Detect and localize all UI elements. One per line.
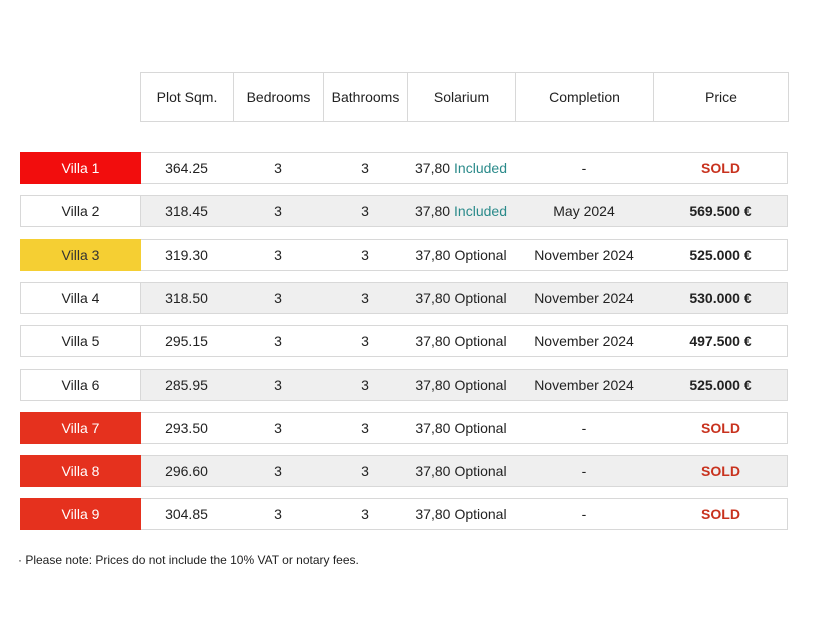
column-header: Completion — [515, 72, 654, 122]
solarium-size: 37,80 — [415, 419, 451, 436]
completion: November 2024 — [534, 289, 634, 306]
bathrooms: 3 — [361, 246, 369, 263]
bathrooms: 3 — [361, 160, 369, 176]
plot: 304.85 — [165, 506, 208, 523]
completion: November 2024 — [534, 333, 634, 350]
row-background — [140, 368, 788, 401]
bathrooms: 3 — [361, 463, 369, 480]
bedrooms: 3 — [274, 333, 282, 350]
solarium: 37,80 Included — [407, 152, 515, 184]
bathrooms: 3 — [361, 506, 369, 523]
bedrooms: 3 — [274, 506, 282, 523]
villa-name: Villa 2 — [20, 195, 141, 228]
solarium-size: 37,80 — [415, 203, 451, 220]
price: SOLD — [701, 419, 740, 436]
bathrooms: 3 — [361, 333, 369, 350]
plot: 364.25 — [165, 160, 208, 176]
completion: - — [581, 419, 587, 436]
solarium-option: Optional — [454, 463, 507, 480]
villa-name: Villa 3 — [20, 238, 141, 271]
bedrooms: 3 — [274, 203, 282, 220]
solarium-size: 37,80 — [415, 376, 451, 393]
row-background — [140, 152, 788, 184]
villa-name: Villa 7 — [20, 411, 141, 444]
plot: 296.60 — [165, 463, 208, 480]
solarium-option: Included — [454, 160, 507, 176]
bedrooms: 3 — [274, 246, 282, 263]
column-header: Bathrooms — [323, 72, 408, 122]
solarium: 37,80 Optional — [407, 498, 515, 530]
row-background — [140, 498, 788, 531]
row-background — [140, 411, 788, 444]
bathrooms: 3 — [361, 289, 369, 306]
column-header: Plot Sqm. — [140, 72, 234, 122]
row-background — [140, 325, 788, 358]
solarium-size: 37,80 — [415, 463, 451, 480]
row-background — [140, 455, 788, 488]
solarium-option: Optional — [454, 246, 507, 263]
price: 569.500 € — [689, 203, 752, 220]
row-background — [140, 195, 788, 228]
solarium: 37,80 Optional — [407, 239, 515, 271]
solarium-size: 37,80 — [415, 333, 451, 350]
completion: - — [581, 463, 587, 480]
bathrooms: 3 — [361, 419, 369, 436]
plot: 295.15 — [165, 333, 208, 350]
solarium-option: Optional — [454, 506, 507, 523]
plot: 285.95 — [165, 376, 208, 393]
completion: May 2024 — [553, 203, 615, 220]
completion: - — [581, 160, 587, 176]
price: 525.000 € — [689, 376, 752, 393]
solarium-size: 37,80 — [415, 506, 451, 523]
solarium-size: 37,80 — [415, 246, 451, 263]
villa-name: Villa 9 — [20, 498, 141, 531]
bedrooms: 3 — [274, 376, 282, 393]
bathrooms: 3 — [361, 376, 369, 393]
solarium: 37,80 Optional — [407, 369, 515, 401]
completion: November 2024 — [534, 246, 634, 263]
solarium-option: Optional — [454, 376, 507, 393]
solarium: 37,80 Optional — [407, 325, 515, 357]
villa-name: Villa 5 — [20, 325, 141, 358]
solarium: 37,80 Optional — [407, 412, 515, 444]
column-header: Price — [653, 72, 789, 122]
price: SOLD — [701, 506, 740, 523]
villa-name: Villa 4 — [20, 281, 141, 314]
solarium: 37,80 Included — [407, 195, 515, 227]
solarium: 37,80 Optional — [407, 455, 515, 487]
plot: 293.50 — [165, 419, 208, 436]
bedrooms: 3 — [274, 419, 282, 436]
villa-name: Villa 1 — [20, 152, 141, 184]
plot: 318.50 — [165, 289, 208, 306]
solarium-size: 37,80 — [415, 289, 451, 306]
solarium-option: Included — [454, 203, 507, 220]
completion: November 2024 — [534, 376, 634, 393]
plot: 319.30 — [165, 246, 208, 263]
completion: - — [581, 506, 587, 523]
row-background — [140, 238, 788, 271]
plot: 318.45 — [165, 203, 208, 220]
column-header: Solarium — [407, 72, 516, 122]
villa-name: Villa 8 — [20, 455, 141, 488]
price: SOLD — [701, 160, 740, 176]
bedrooms: 3 — [274, 160, 282, 176]
solarium-option: Optional — [454, 419, 507, 436]
price: 530.000 € — [689, 289, 752, 306]
row-background — [140, 281, 788, 314]
bedrooms: 3 — [274, 463, 282, 480]
price: 497.500 € — [689, 333, 752, 350]
bedrooms: 3 — [274, 289, 282, 306]
note: · Please note: Prices do not include the… — [18, 553, 359, 567]
column-header: Bedrooms — [233, 72, 324, 122]
solarium-size: 37,80 — [415, 160, 451, 176]
price: 525.000 € — [689, 246, 752, 263]
bathrooms: 3 — [361, 203, 369, 220]
solarium-option: Optional — [454, 289, 507, 306]
price: SOLD — [701, 463, 740, 480]
solarium: 37,80 Optional — [407, 282, 515, 314]
solarium-option: Optional — [454, 333, 507, 350]
villa-name: Villa 6 — [20, 368, 141, 401]
